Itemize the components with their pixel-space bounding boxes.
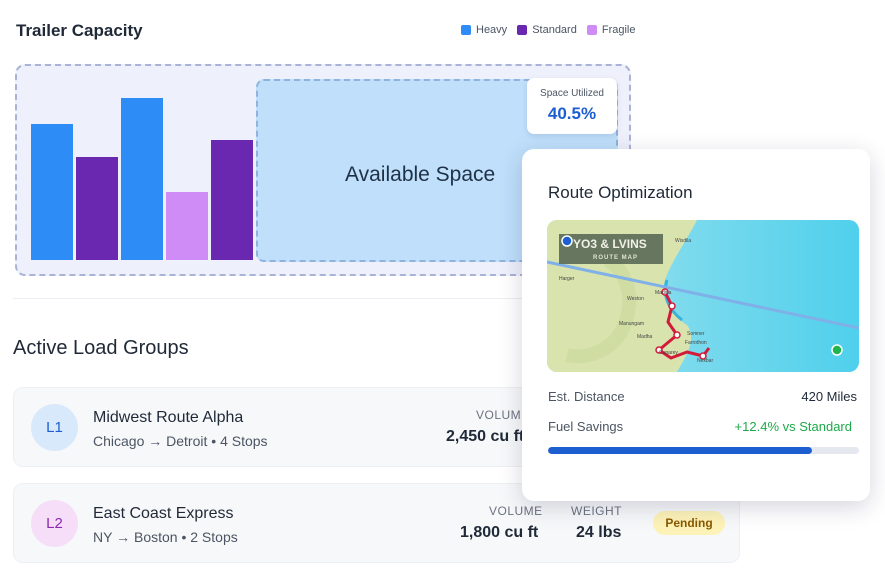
volume-header: VOLUME bbox=[489, 504, 543, 518]
fuel-savings-value: +12.4% vs Standard bbox=[734, 419, 852, 434]
weight-value: 24 lbs bbox=[576, 524, 622, 541]
space-utilized-card: Space Utilized 40.5% bbox=[527, 78, 617, 134]
origin-marker-icon bbox=[561, 235, 573, 247]
legend-standard: Standard bbox=[517, 24, 577, 36]
load-route: NY → Boston bbox=[93, 529, 178, 545]
est-distance-value: 420 Miles bbox=[801, 389, 857, 404]
load-name: East Coast Express bbox=[93, 505, 234, 522]
map-subtitle: ROUTE MAP bbox=[593, 255, 638, 261]
map-place: Weston bbox=[627, 296, 644, 302]
cargo-bar-standard bbox=[76, 157, 118, 260]
volume-value: 1,800 cu ft bbox=[460, 524, 539, 541]
route-line-direct bbox=[547, 260, 859, 330]
route-stop-marker bbox=[673, 331, 681, 339]
map-place: Harger bbox=[559, 276, 575, 282]
legend-fragile-label: Fragile bbox=[601, 24, 636, 36]
weight-header: WEIGHT bbox=[571, 504, 622, 518]
available-space-label: Available Space bbox=[345, 163, 496, 186]
map-place: Madina bbox=[655, 290, 672, 296]
map-place: Wisdila bbox=[675, 238, 691, 244]
load-stops: 2 Stops bbox=[190, 529, 238, 545]
legend-heavy-label: Heavy bbox=[476, 24, 508, 36]
load-route-summary: Chicago → Detroit • 4 Stops bbox=[93, 433, 268, 449]
legend-fragile: Fragile bbox=[586, 24, 636, 36]
legend-standard-label: Standard bbox=[532, 24, 577, 36]
map-place: Nexbar bbox=[697, 358, 713, 364]
cargo-bars bbox=[17, 66, 267, 274]
fuel-savings-label: Fuel Savings bbox=[548, 419, 624, 434]
section-divider bbox=[13, 298, 633, 299]
legend-heavy: Heavy bbox=[461, 24, 507, 36]
trailer-capacity-title: Trailer Capacity bbox=[16, 21, 143, 40]
volume-header: VOLUME bbox=[476, 408, 530, 422]
map-title: YO3 & LVINS bbox=[573, 237, 647, 251]
cargo-bar-standard bbox=[211, 140, 253, 260]
legend-standard-swatch bbox=[517, 25, 528, 35]
map-place: Cuparey bbox=[659, 350, 678, 356]
space-utilized-label: Space Utilized bbox=[540, 88, 604, 99]
savings-progress-fill bbox=[548, 447, 813, 454]
route-stop-marker bbox=[655, 346, 663, 354]
route-map[interactable]: Wisdila Harger Madina Weston Manungam Ma… bbox=[547, 220, 859, 372]
load-route: Chicago → Detroit bbox=[93, 433, 208, 449]
map-title-plate bbox=[559, 234, 663, 264]
space-utilized-value: 40.5% bbox=[547, 104, 597, 123]
volume-value: 2,450 cu ft bbox=[446, 428, 525, 445]
cargo-bar-heavy bbox=[121, 98, 163, 260]
legend-heavy-swatch bbox=[461, 25, 471, 35]
route-optimization-title: Route Optimization bbox=[548, 183, 693, 202]
map-place: Farrothon bbox=[685, 340, 707, 346]
chart-legend: Heavy Standard Fragile bbox=[461, 24, 635, 36]
separator-dot: • bbox=[211, 433, 221, 449]
cargo-bar-heavy bbox=[31, 124, 73, 260]
map-terrain bbox=[565, 253, 637, 364]
map-lake bbox=[663, 279, 683, 322]
active-load-groups-title: Active Load Groups bbox=[13, 337, 189, 359]
route-stop-marker bbox=[699, 352, 707, 360]
legend-fragile-swatch bbox=[586, 25, 597, 35]
load-badge: L2 bbox=[31, 500, 78, 547]
est-distance-label: Est. Distance bbox=[548, 389, 625, 404]
separator-dot: • bbox=[181, 529, 191, 545]
load-stops: 4 Stops bbox=[220, 433, 268, 449]
status-badge: Pending bbox=[653, 511, 725, 535]
destination-marker-icon bbox=[831, 344, 843, 356]
map-place: Somner bbox=[687, 331, 705, 337]
map-place: Manungam bbox=[619, 321, 644, 327]
route-optimization-panel: Route Optimization Wisdila Harger Madina bbox=[522, 149, 870, 501]
route-stop-marker bbox=[668, 302, 676, 310]
route-stop-marker bbox=[661, 288, 669, 296]
cargo-bar-fragile bbox=[166, 192, 208, 260]
load-route-summary: NY → Boston • 2 Stops bbox=[93, 529, 238, 545]
load-name: Midwest Route Alpha bbox=[93, 409, 244, 426]
savings-progress-bar bbox=[548, 447, 859, 454]
map-place: Madha bbox=[637, 334, 653, 340]
load-badge: L1 bbox=[31, 404, 78, 451]
